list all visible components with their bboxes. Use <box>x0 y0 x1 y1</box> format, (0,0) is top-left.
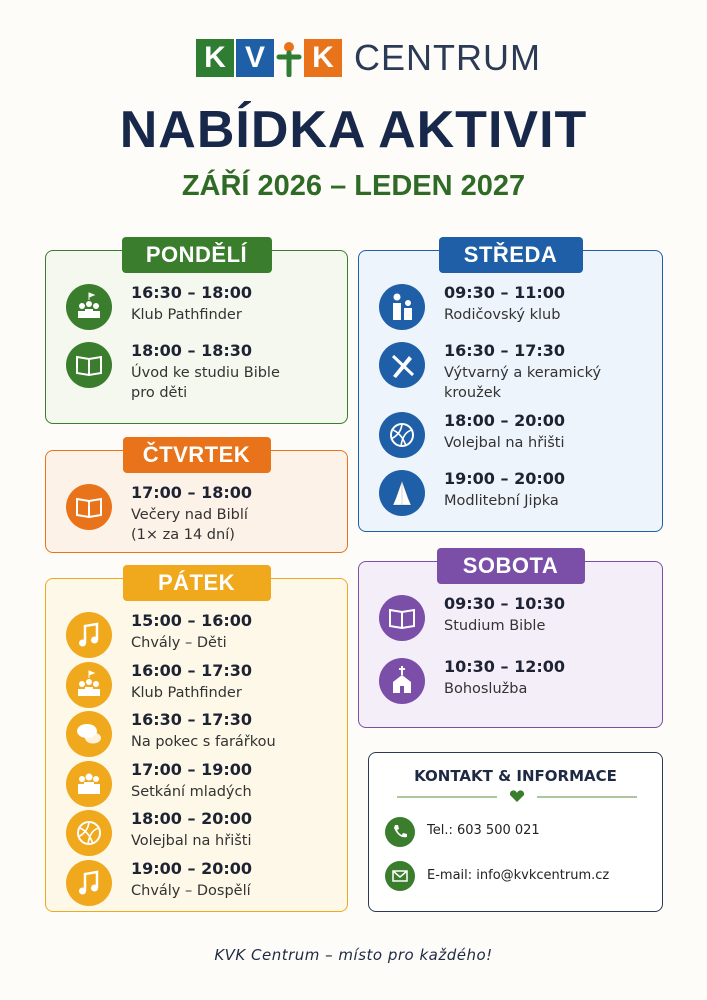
logo-letter: K <box>196 39 234 77</box>
activity-time: 10:30 – 12:00 <box>444 657 565 676</box>
activity-label: Úvod ke studiu Bible <box>131 365 280 381</box>
activity-icon <box>379 470 425 516</box>
icon-glyph <box>77 821 101 845</box>
activity-time: 16:30 – 18:00 <box>131 283 252 302</box>
logo-letter: V <box>236 39 274 77</box>
activity-icon <box>379 342 425 388</box>
activity-time: 18:00 – 20:00 <box>444 411 565 430</box>
activity-time: 09:30 – 10:30 <box>444 594 565 613</box>
activity-label: Výtvarný a keramický <box>444 365 602 381</box>
activity-time: 09:30 – 11:00 <box>444 283 565 302</box>
activity-label: Chvály – Dospělí <box>131 882 251 899</box>
day-tab: STŘEDA <box>438 237 583 273</box>
activity-icon <box>66 661 112 708</box>
activity-icon <box>66 810 112 856</box>
icon-glyph <box>390 423 414 447</box>
activity-label: Volejbal na hřišti <box>131 833 252 849</box>
activity-time: 15:00 – 16:00 <box>131 611 252 630</box>
title: NABÍDKA AKTIVIT <box>119 101 588 159</box>
activity-label: pro děti <box>131 385 188 401</box>
contact-title: KONTAKT & INFORMACE <box>414 767 617 785</box>
activity-icon <box>66 284 112 330</box>
day-tab: ČTVRTEK <box>122 437 271 473</box>
activity-time: 17:00 – 18:00 <box>131 483 252 502</box>
icon-glyph <box>392 480 412 506</box>
day-box <box>45 250 348 424</box>
activity-icon <box>66 760 112 807</box>
divider <box>397 790 637 802</box>
activity-icon <box>66 612 112 658</box>
activity-icon <box>379 595 425 641</box>
activity-label: Setkání mladých <box>131 783 252 800</box>
activity-label: Bohoslužba <box>444 681 528 697</box>
activity-icon <box>66 342 112 388</box>
subtitle: ZÁŘÍ 2026 – LEDEN 2027 <box>181 170 526 202</box>
email-icon <box>385 861 415 891</box>
activity-label: kroužek <box>444 385 502 401</box>
contact-box: KONTAKT & INFORMACE Tel.: 603 500 021 E-… <box>368 752 663 912</box>
icon-glyph <box>389 608 415 630</box>
phone-icon <box>385 817 415 847</box>
logo-letter: K <box>304 39 342 77</box>
activity-time: 16:00 – 17:30 <box>131 660 252 680</box>
activity-label: Večery nad Biblí <box>131 507 248 523</box>
activity-label: Rodičovský klub <box>444 307 561 323</box>
day-tab: SOBOTA <box>436 548 585 584</box>
activity-time: 19:00 – 20:00 <box>131 858 252 878</box>
activity-icon <box>66 711 112 757</box>
contact-phone: Tel.: 603 500 021 <box>427 823 540 838</box>
icon-glyph <box>78 292 100 318</box>
activity-label: Klub Pathfinder <box>131 684 242 701</box>
icon-glyph <box>79 622 99 647</box>
activity-label: Na pokec s farářkou <box>131 734 276 750</box>
icon-glyph <box>77 724 101 744</box>
activity-icon <box>379 284 425 330</box>
activity-icon <box>379 412 425 458</box>
activity-time: 17:00 – 19:00 <box>131 759 252 779</box>
activity-time: 16:30 – 17:30 <box>131 710 252 729</box>
logo: K V K CENTRUM <box>196 37 541 78</box>
logo-text: CENTRUM <box>354 37 541 78</box>
icon-glyph <box>393 293 412 320</box>
activity-label: Volejbal na hřišti <box>444 435 565 451</box>
icon-glyph <box>76 497 102 519</box>
icon-glyph <box>79 870 99 894</box>
icon-glyph <box>78 669 100 696</box>
activity-icon <box>66 859 112 906</box>
activity-time: 19:00 – 20:00 <box>444 469 565 488</box>
day-tab: PÁTEK <box>122 565 271 601</box>
icon-glyph <box>76 355 102 377</box>
activity-icon <box>379 658 425 704</box>
activity-label: Klub Pathfinder <box>131 307 242 323</box>
day-tab: PONDĚLÍ <box>121 237 272 273</box>
logo-figure <box>276 42 302 77</box>
activity-label: (1× za 14 dní) <box>131 527 235 543</box>
activity-icon <box>66 484 112 530</box>
activity-label: Modlitební Jipka <box>444 493 559 509</box>
icon-glyph <box>391 354 415 378</box>
activity-label: Studium Bible <box>444 618 546 634</box>
activity-time: 18:00 – 20:00 <box>131 809 252 828</box>
activity-time: 16:30 – 17:30 <box>444 341 565 360</box>
icon-glyph <box>78 773 100 794</box>
activity-label: Chvály – Děti <box>131 635 227 651</box>
footer: KVK Centrum – místo pro každého! <box>214 946 493 964</box>
activity-time: 18:00 – 18:30 <box>131 341 252 360</box>
icon-glyph <box>393 666 411 693</box>
contact-email: E-mail: info@kvkcentrum.cz <box>427 868 610 883</box>
